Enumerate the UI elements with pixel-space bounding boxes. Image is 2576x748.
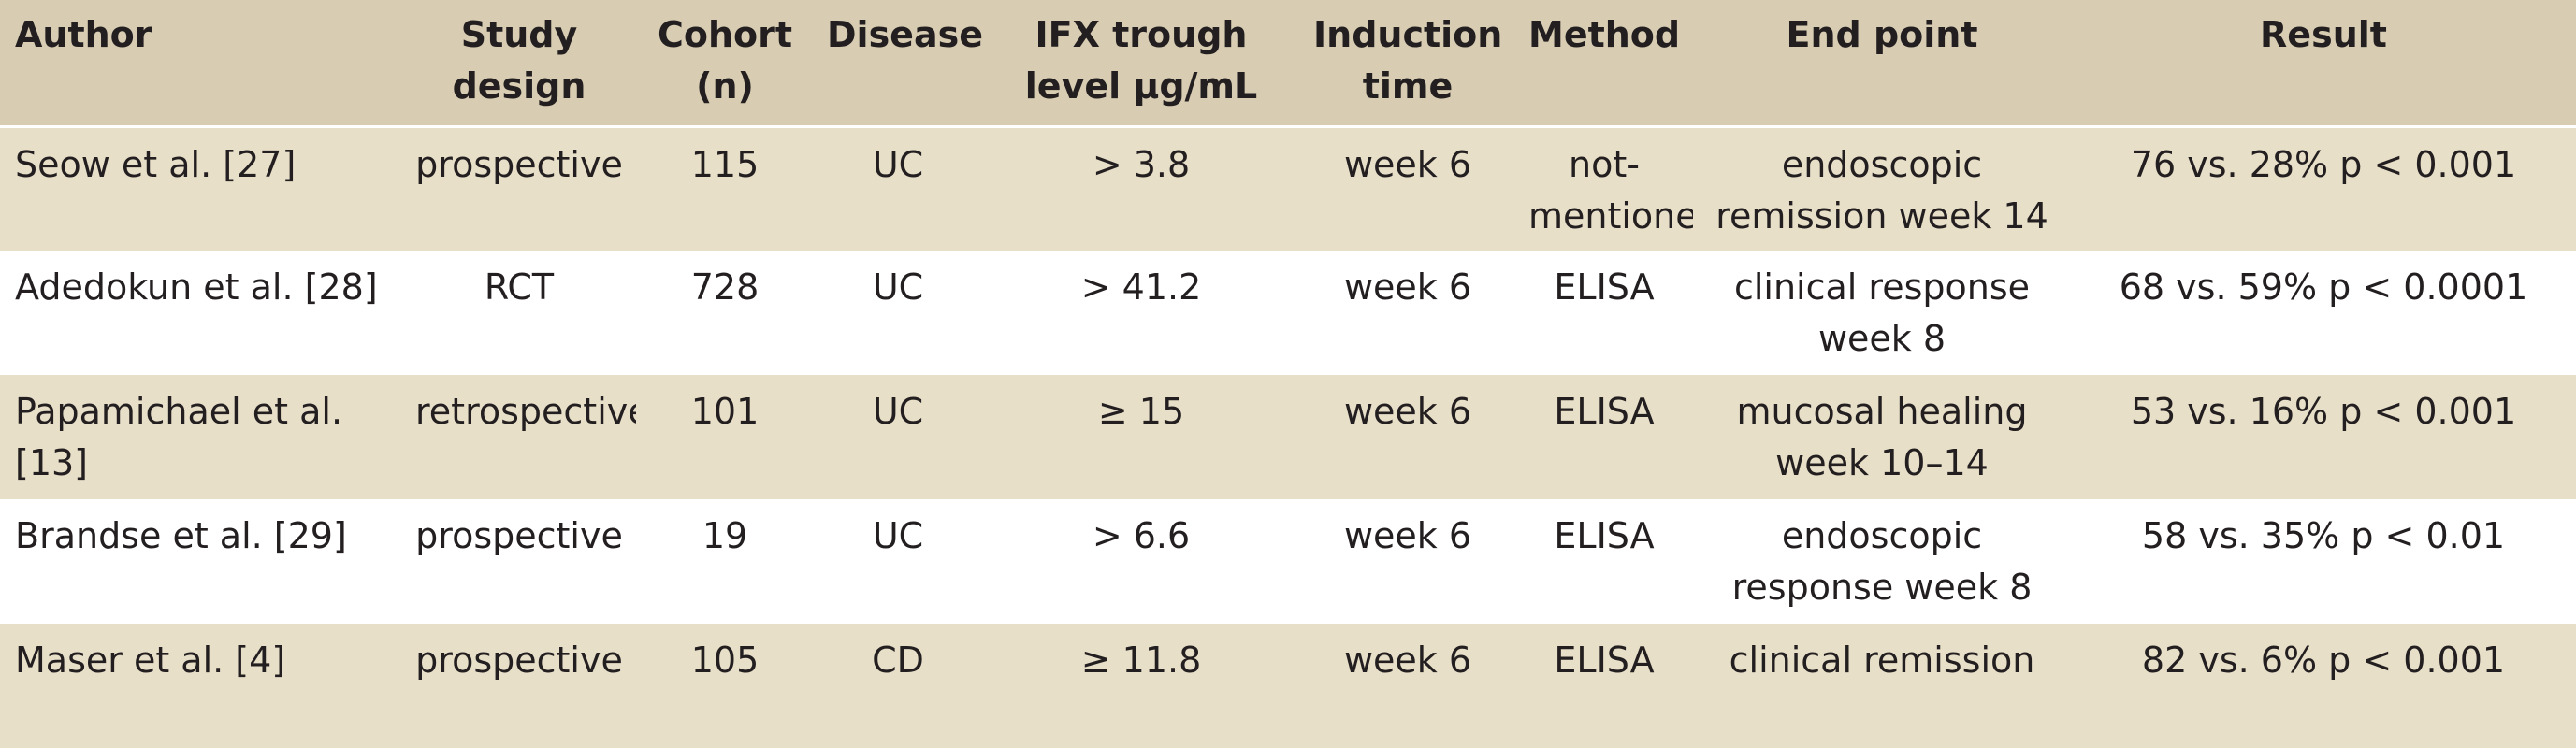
cell-disease: UC (872, 143, 924, 185)
cell-ifx-trough: > 6.6 (1092, 515, 1191, 556)
cell-method: ELISA (1554, 515, 1655, 556)
table-row: Seow et al. [27] prospective 115 UC > 3.… (0, 126, 2576, 251)
cell-study-design: prospective (415, 515, 623, 556)
cell-ifx-trough: > 3.8 (1092, 143, 1191, 185)
cell-induction-time: week 6 (1343, 391, 1472, 432)
cell-study-design: RCT (484, 266, 555, 308)
table-row: Papamichael et al. [13] retrospective 10… (0, 375, 2576, 499)
cell-disease: UC (872, 515, 924, 556)
table-row: Maser et al. [4] prospective 105 CD ≥ 11… (0, 624, 2576, 748)
cell-induction-time: week 6 (1343, 640, 1472, 681)
cell-method: ELISA (1554, 266, 1655, 308)
cell-disease: UC (872, 266, 924, 308)
header-author: Author (15, 14, 152, 55)
cell-cohort: 115 (690, 143, 760, 185)
cell-result: 53 vs. 16% p < 0.001 (2130, 391, 2517, 432)
table-row: Brandse et al. [29] prospective 19 UC > … (0, 499, 2576, 624)
cell-method: not-mentioned (1528, 143, 1693, 237)
cell-end-point: mucosal healing week 10–14 (1736, 391, 2028, 483)
header-ifx-trough: IFX trough level μg/mL (1024, 14, 1258, 107)
cell-cohort: 728 (690, 266, 760, 308)
cell-author: Papamichael et al. [13] (15, 391, 343, 483)
cell-study-design: prospective (415, 640, 623, 681)
header-disease: Disease (827, 14, 982, 55)
cell-cohort: 19 (702, 515, 748, 556)
cell-result: 58 vs. 35% p < 0.01 (2141, 515, 2506, 556)
header-method: Method (1528, 14, 1681, 55)
cell-method: ELISA (1554, 640, 1655, 681)
cell-author: Seow et al. [27] (15, 143, 297, 185)
cell-end-point: endoscopic response week 8 (1731, 515, 2033, 608)
cell-ifx-trough: ≥ 15 (1097, 391, 1185, 432)
header-study-design: Study design (452, 14, 586, 107)
cell-author: Brandse et al. [29] (15, 515, 347, 556)
table-header-row: Author Study design Cohort (n) Disease I… (0, 0, 2576, 126)
cell-induction-time: week 6 (1343, 266, 1472, 308)
table-row: Adedokun et al. [28] RCT 728 UC > 41.2 w… (0, 251, 2576, 375)
cell-end-point: clinical remission (1729, 640, 2035, 681)
cell-result: 82 vs. 6% p < 0.001 (2141, 640, 2506, 681)
cell-end-point: endoscopic remission week 14 (1715, 143, 2048, 237)
cell-ifx-trough: ≥ 11.8 (1080, 640, 1202, 681)
cell-disease: CD (872, 640, 924, 681)
cell-cohort: 105 (690, 640, 760, 681)
cell-method: ELISA (1554, 391, 1655, 432)
cell-result: 68 vs. 59% p < 0.0001 (2119, 266, 2528, 308)
cell-author: Adedokun et al. [28] (15, 266, 378, 308)
header-induction-time: Induction time (1313, 14, 1503, 107)
header-end-point: End point (1786, 14, 1978, 55)
cell-study-design: prospective (415, 143, 623, 185)
cell-disease: UC (872, 391, 924, 432)
cell-study-design: retrospective (415, 391, 636, 432)
cell-ifx-trough: > 41.2 (1080, 266, 1202, 308)
cell-cohort: 101 (690, 391, 760, 432)
cell-result: 76 vs. 28% p < 0.001 (2130, 143, 2517, 185)
header-cohort: Cohort (n) (657, 14, 793, 107)
cell-induction-time: week 6 (1343, 143, 1472, 185)
header-result: Result (2260, 14, 2387, 55)
cell-end-point: clinical response week 8 (1733, 266, 2031, 359)
cell-induction-time: week 6 (1343, 515, 1472, 556)
cell-author: Maser et al. [4] (15, 640, 286, 681)
